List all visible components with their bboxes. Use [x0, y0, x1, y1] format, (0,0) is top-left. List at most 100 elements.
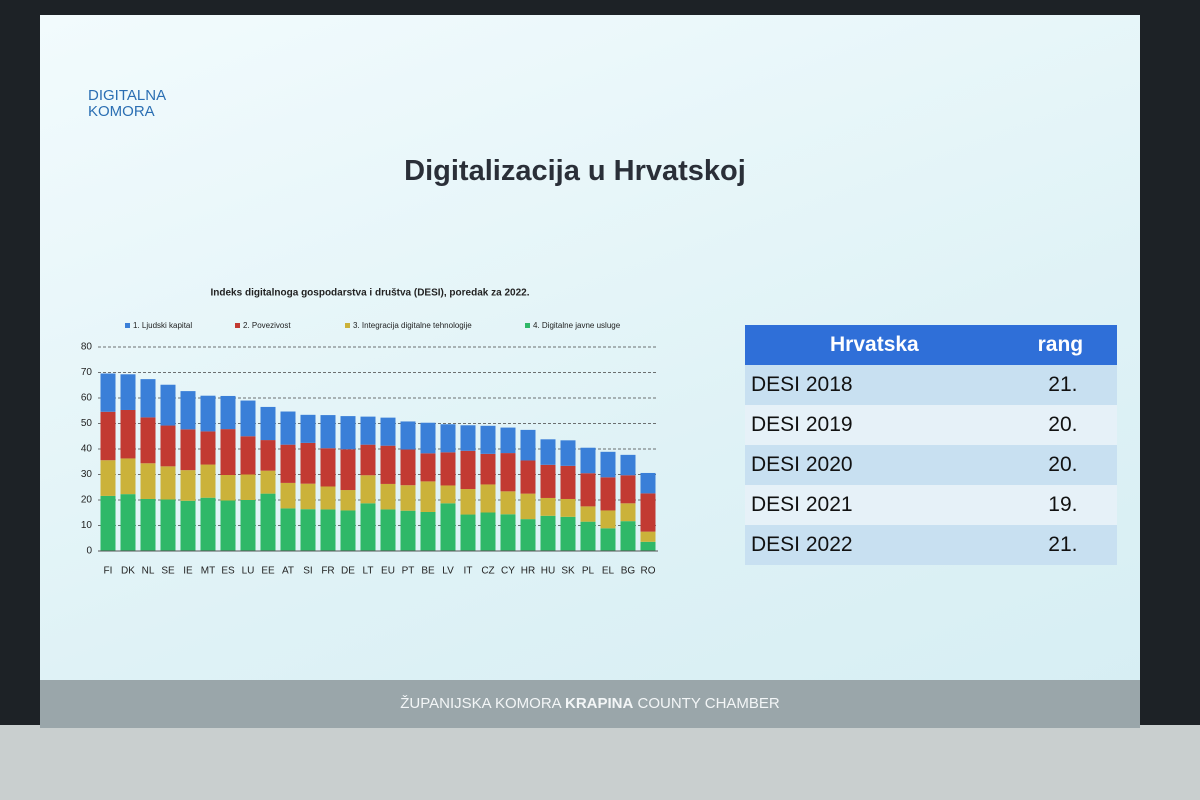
bar-segment: [540, 439, 556, 465]
bar-segment: [400, 449, 416, 486]
bar-segment: [460, 514, 476, 551]
bar-segment: [560, 440, 576, 466]
bar-segment: [120, 409, 136, 459]
bar-segment: [560, 465, 576, 499]
bar-segment: [220, 475, 236, 501]
x-tick-label: SE: [161, 566, 175, 577]
bar-segment: [360, 475, 376, 504]
x-tick-label: IT: [464, 566, 473, 577]
table-cell: DESI 2020: [745, 445, 1004, 485]
x-tick-label: HR: [521, 566, 535, 577]
bar-segment: [120, 374, 136, 410]
bar-segment: [600, 528, 616, 551]
bar-segment: [380, 509, 396, 551]
x-tick-label: MT: [201, 566, 215, 577]
x-tick-label: RO: [641, 566, 656, 577]
header-row: Hrvatska rang: [745, 325, 1117, 365]
slide-title: Digitalizacija u Hrvatskoj: [404, 155, 746, 187]
legend-label: 2. Povezivost: [243, 321, 291, 330]
footer: ŽUPANIJSKA KOMORA KRAPINA COUNTY CHAMBER: [40, 680, 1140, 728]
footer-text: ŽUPANIJSKA KOMORA: [400, 695, 561, 712]
bar-segment: [240, 436, 256, 475]
bar-segment: [260, 493, 276, 551]
bar-segment: [320, 448, 336, 487]
bar-segment: [260, 440, 276, 471]
bar-segment: [440, 503, 456, 551]
bar-segment: [600, 477, 616, 511]
table-cell: DESI 2022: [745, 525, 1004, 565]
bar-segment: [120, 494, 136, 551]
y-tick-label: 80: [81, 342, 93, 353]
x-tick-label: FI: [104, 566, 113, 577]
bar-segment: [400, 421, 416, 450]
legend-swatch: [525, 323, 530, 328]
bar-segment: [140, 379, 156, 418]
bar-segment: [400, 485, 416, 511]
bar-segment: [300, 442, 316, 484]
bar-segment: [120, 458, 136, 495]
x-tick-label: HU: [541, 566, 555, 577]
rank-table: Hrvatska rang DESI 2018 21. DESI 2019 20. DES…: [745, 325, 1117, 565]
x-tick-label: LU: [242, 566, 255, 577]
wall: [0, 725, 1200, 800]
bar-segment: [220, 500, 236, 551]
bar-segment: [280, 482, 296, 509]
x-tick-label: LT: [363, 566, 374, 577]
bar-segment: [540, 515, 556, 551]
bar-segment: [640, 541, 656, 551]
table-row: DESI 2020 20.: [745, 445, 1117, 485]
y-tick-label: 40: [81, 444, 93, 455]
logo-line: DIGITALNA: [88, 87, 167, 104]
x-tick-label: EL: [602, 566, 615, 577]
bar-segment: [600, 510, 616, 529]
bar-segment: [160, 499, 176, 551]
logo: DIGITALNA KOMORA: [88, 88, 166, 120]
bar-segment: [440, 452, 456, 486]
legend-label: 4. Digitalne javne usluge: [533, 321, 621, 330]
x-tick-label: SK: [561, 566, 575, 577]
table-row: DESI 2022 21.: [745, 525, 1117, 565]
bar-segment: [280, 411, 296, 445]
x-tick-label: NL: [142, 566, 155, 577]
logo-line: KOMORA: [88, 103, 155, 120]
bar-segment: [360, 503, 376, 551]
bar-segment: [220, 395, 236, 430]
bar-segment: [460, 425, 476, 451]
bar-segment: [420, 453, 436, 482]
bar-segment: [300, 509, 316, 551]
bar-segment: [540, 464, 556, 498]
bar-segment: [280, 508, 296, 551]
bar-segment: [200, 395, 216, 432]
bar-segment: [580, 506, 596, 522]
bar-segment: [580, 521, 596, 551]
bar-segment: [260, 406, 276, 441]
bar-segment: [160, 466, 176, 500]
bar-segment: [640, 493, 656, 532]
bar-segment: [580, 447, 596, 474]
bar-segment: [500, 491, 516, 515]
bar-segment: [360, 444, 376, 476]
bar-segment: [320, 509, 336, 551]
bar-segment: [300, 483, 316, 510]
bar-segment: [640, 531, 656, 542]
bar-segment: [620, 521, 636, 551]
table-cell: 19.: [1003, 485, 1117, 525]
table-row: DESI 2018 21.: [745, 365, 1117, 405]
bar-segment: [420, 511, 436, 551]
table-cell: 20.: [1003, 405, 1117, 445]
bar-segment: [620, 454, 636, 476]
bar-segment: [320, 415, 336, 449]
bar-segment: [140, 463, 156, 499]
bar-segment: [560, 498, 576, 517]
x-tick-label: FR: [321, 566, 334, 577]
bar-segment: [500, 427, 516, 454]
bar-segment: [460, 489, 476, 515]
legend-label: 1. Ljudski kapital: [133, 321, 192, 330]
bar-segment: [100, 460, 116, 496]
x-tick-label: IE: [183, 566, 193, 577]
bar-segment: [440, 424, 456, 453]
y-tick-label: 0: [86, 546, 92, 557]
bar-segment: [480, 512, 496, 551]
table-cell: DESI 2021: [745, 485, 1004, 525]
